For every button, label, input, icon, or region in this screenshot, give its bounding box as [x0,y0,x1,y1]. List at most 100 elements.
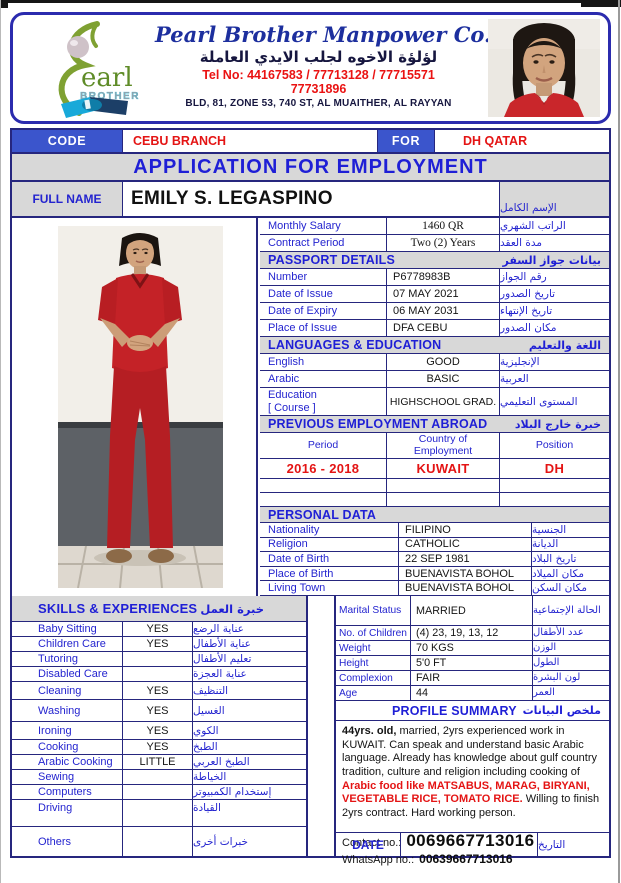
field-value: 5'0 FT [411,656,533,670]
section-header-personal-data: PERSONAL DATA [260,507,609,523]
empty-cell [500,493,609,506]
skill-value [123,770,193,784]
field-value: BUENAVISTA BOHOL [399,566,532,581]
field-label: Nationality [260,523,399,537]
skill-label: Tutoring [12,652,123,666]
section-title: SKILLS & EXPERIENCES [38,601,198,616]
table-row: Education [ Course ] HIGHSCHOOL GRAD. ال… [260,388,609,416]
field-value: 1460 QR [387,218,500,234]
skill-value: LITTLE [123,755,193,769]
skill-label-arabic: الكوي [193,724,219,737]
skill-value: YES [123,682,193,699]
field-value: HIGHSCHOOL GRAD. [387,388,500,415]
employment-position: DH [544,461,565,476]
column-country: Country of Employment [387,433,500,458]
lower-section: SKILLS & EXPERIENCES خبرة العمل Baby Sit… [12,596,609,866]
field-label: Number [260,269,387,285]
table-row: Marital Status MARRIED الحالة الإجتماعية [336,596,609,626]
employment-columns-header: Period Country of Employment Position [260,433,609,459]
column-period: Period [260,433,387,458]
section-title: PROFILE SUMMARY [392,703,517,718]
field-label: Religion [260,537,399,552]
empty-cell [387,479,500,492]
applicant-fullbody-photo [58,226,223,589]
skill-label-arabic: الطبخ العربي [193,756,250,768]
table-row: Place of Birth BUENAVISTA BOHOL مكان الم… [260,566,609,582]
field-value: BASIC [387,371,500,387]
field-label-arabic: تاريخ الإنتهاء [500,305,553,317]
table-row: Age 44 العمر [336,686,609,701]
skill-label: Sewing [12,770,123,784]
personal-data-section: PERSONAL DATA Nationality FILIPINO الجنس… [260,507,609,596]
skill-row: Cooking YES الطبخ [12,740,306,755]
company-address: BLD, 81, ZONE 53, 740 ST, AL MUAITHER, A… [185,98,452,109]
profile-text-bold: 44yrs. old, [342,725,397,737]
field-label-arabic: مكان الصدور [500,322,557,334]
field-label: Marital Status [336,596,411,625]
scan-edge-left [0,0,1,883]
whatsapp-number: 00639667713016 [419,852,513,867]
section-header-previous-employment: PREVIOUS EMPLOYMENT ABROAD خبرة خارج الب… [260,416,609,433]
field-label-arabic: الطول [533,657,560,669]
skill-row: Computers إستخدام الكمبيوتر [12,785,306,800]
skill-label-arabic: القيادة [193,802,221,814]
skill-label: Arabic Cooking [12,755,123,769]
skill-row: Arabic Cooking LITTLE الطبخ العربي [12,755,306,770]
field-label-arabic: تاريخ الصدور [500,288,556,300]
upper-section: Monthly Salary 1460 QR الراتب الشهري Con… [12,218,609,596]
phone-numbers: Tel No: 44167583 / 77713128 / 77715571 [202,68,435,82]
skill-label-arabic: الخياطة [193,771,227,783]
field-label-arabic: مكان الميلاد [532,567,584,580]
date-label-arabic: التاريخ [538,838,566,851]
field-value: CATHOLIC [399,537,532,552]
empty-cell [260,493,387,506]
profile-text-1: married, 2yrs experienced work in KUWAIT… [342,725,598,778]
skill-label-arabic: تعليم الأطفال [193,653,252,665]
skill-label-arabic: خبرات أخرى [193,835,249,848]
skill-row: Ironing YES الكوي [12,722,306,740]
field-label-arabic: الإنجليزية [500,356,540,368]
field-label-arabic: مكان السكن [532,582,587,595]
contact-number: 0069667713016 [406,831,535,851]
section-header-languages: LANGUAGES & EDUCATION اللغة والتعليم [260,337,609,354]
field-label: Date of Issue [260,286,387,302]
skill-label: Disabled Care [12,667,123,681]
field-label-arabic: لون البشرة [533,672,581,684]
skill-value: YES [123,637,193,651]
skill-value: YES [123,722,193,739]
field-value: Two (2) Years [387,235,500,251]
table-row: Number P6778983B رقم الجواز [260,269,609,286]
field-label: Contract Period [260,235,387,251]
field-label: Height [336,656,411,670]
section-title-arabic: ملخص البيانات [522,704,601,717]
full-name-value: EMILY S. LEGASPINO [123,182,500,216]
field-label-line1: Education [268,388,317,401]
field-label: Weight [336,641,411,655]
contact-number-line: Contact no.: 0069667713016 [342,830,603,851]
skill-label: Others [12,827,123,856]
field-label: English [260,354,387,370]
table-row: Weight 70 KGS الوزن [336,641,609,656]
fullbody-illustration [58,226,223,589]
field-label: Place of Birth [260,566,399,581]
table-row: Living Town BUENAVISTA BOHOL مكان السكن [260,581,609,596]
table-row: Date of Expiry 06 MAY 2031 تاريخ الإنتها… [260,303,609,320]
table-row: Complexion FAIR لون البشرة [336,671,609,686]
skill-label: Computers [12,785,123,799]
skill-row: Sewing الخياطة [12,770,306,785]
field-label-arabic: العمر [533,687,555,699]
field-label-arabic: العربية [500,373,529,385]
skill-row-others: Others خبرات أخرى [12,827,306,856]
section-title: PREVIOUS EMPLOYMENT ABROAD [268,417,488,431]
destination-value: DH QATAR [463,134,528,148]
column-country-line2: Employment [413,444,473,457]
field-value: 22 SEP 1981 [399,552,532,566]
scan-edge-top [0,0,621,3]
logo-subtext: BROTHER [80,91,140,102]
section-title: LANGUAGES & EDUCATION [268,338,442,352]
skill-value [123,652,193,666]
skill-row: Washing YES الغسيل [12,700,306,722]
phone-number-extra: 77731896 [290,82,347,96]
field-label: Education [ Course ] [260,388,387,415]
